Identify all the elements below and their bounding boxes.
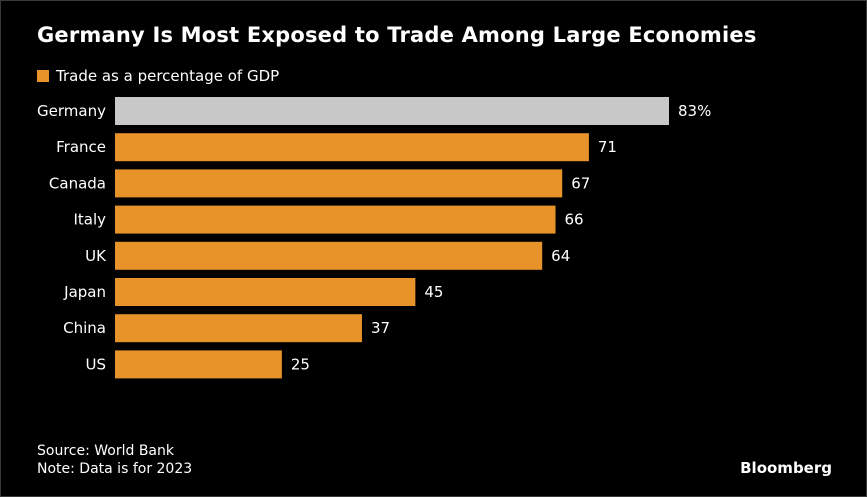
data-note: Note: Data is for 2023 (37, 461, 193, 477)
value-label-italy: 66 (565, 211, 584, 229)
value-label-uk: 64 (551, 247, 570, 265)
footer: Source: World Bank Note: Data is for 202… (37, 442, 192, 478)
bar-canada (115, 169, 563, 198)
category-label-us: US (85, 355, 106, 373)
category-label-japan: Japan (63, 283, 106, 301)
bar-china (115, 314, 362, 343)
value-label-france: 71 (598, 138, 617, 156)
bar-france (115, 133, 589, 162)
legend-label: Trade as a percentage of GDP (56, 67, 280, 85)
value-label-canada: 67 (571, 174, 590, 192)
bloomberg-logo: Bloomberg (740, 459, 832, 477)
bar-germany (115, 97, 669, 125)
bar-italy (115, 205, 556, 234)
bar-uk (115, 241, 543, 270)
category-label-france: France (56, 138, 106, 156)
category-label-germany: Germany (37, 102, 106, 120)
category-label-china: China (63, 319, 106, 337)
chart-title: Germany Is Most Exposed to Trade Among L… (37, 23, 757, 47)
bar-chart: Germany 83% France 71 Canada 67 Italy 66 UK 64 Jap… (37, 97, 711, 379)
legend-swatch (37, 70, 49, 82)
value-label-japan: 45 (424, 283, 443, 301)
source-note: Source: World Bank (37, 443, 174, 459)
bar-japan (115, 278, 416, 306)
category-label-uk: UK (85, 247, 107, 265)
legend: Trade as a percentage of GDP (37, 67, 279, 85)
bar-us (115, 350, 282, 379)
category-label-canada: Canada (49, 174, 106, 192)
value-label-germany: 83% (678, 102, 711, 120)
category-label-italy: Italy (73, 211, 106, 229)
value-label-china: 37 (371, 319, 390, 337)
value-label-us: 25 (291, 355, 310, 373)
